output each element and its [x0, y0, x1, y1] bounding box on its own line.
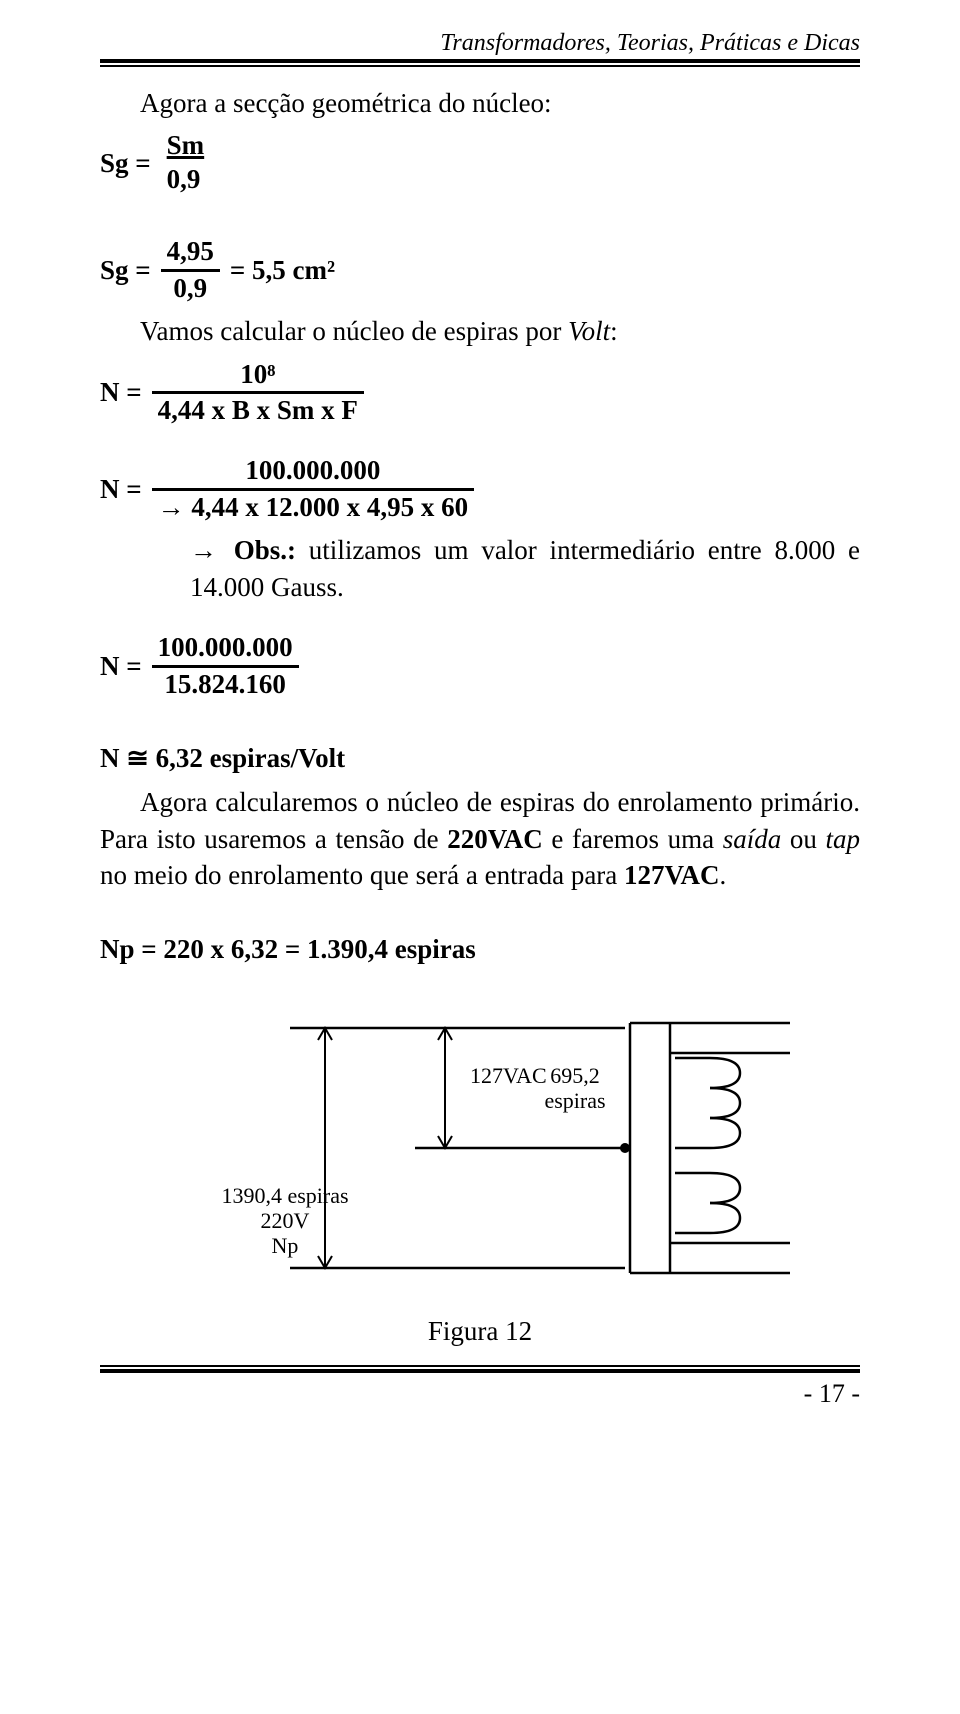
figure-12: 1390,4 espiras 220V Np 127VAC 695,2 espi…: [100, 998, 860, 1298]
eq-rhs: = 5,5 cm²: [230, 255, 335, 286]
header-rule: [100, 59, 860, 67]
fig-label-right-2: espiras: [544, 1088, 605, 1113]
page: Transformadores, Teorias, Práticas e Dic…: [0, 0, 960, 1714]
fraction: 10⁸ 4,44 x B x Sm x F: [152, 360, 364, 426]
eq-sg-value: Sg = 4,95 0,9 = 5,5 cm²: [100, 237, 860, 303]
page-number: - 17 -: [100, 1379, 860, 1409]
fraction: 100.000.000 15.824.160: [152, 633, 299, 699]
fig-label-left-2: 220V: [261, 1208, 310, 1233]
eq-lhs: Sg =: [100, 255, 151, 286]
figure-caption: Figura 12: [100, 1316, 860, 1347]
fraction: Sm 0,9: [161, 131, 211, 194]
eq-n2: N = 100.000.000 → 4,44 x 12.000 x 4,95 x…: [100, 456, 860, 522]
eq-n-result: N ≅ 6,32 espiras/Volt: [100, 740, 860, 776]
transformer-diagram: 1390,4 espiras 220V Np 127VAC 695,2 espi…: [170, 998, 790, 1298]
eq-lhs: N =: [100, 377, 142, 408]
frac-num: Sm: [161, 131, 211, 163]
fig-label-tap: 127VAC: [470, 1063, 547, 1088]
frac-num: 100.000.000: [152, 633, 299, 665]
footer-rule: [100, 1365, 860, 1373]
fig-label-left-3: Np: [272, 1233, 299, 1258]
running-header: Transformadores, Teorias, Práticas e Dic…: [100, 30, 860, 57]
frac-num: 4,95: [161, 237, 220, 269]
eq-n3: N = 100.000.000 15.824.160: [100, 633, 860, 699]
eq-lhs: N =: [100, 651, 142, 682]
line-vamos: Vamos calcular o núcleo de espiras por V…: [100, 313, 860, 349]
fig-label-right-1: 695,2: [550, 1063, 600, 1088]
frac-den: 4,44 x B x Sm x F: [152, 394, 364, 426]
frac-num: 10⁸: [234, 360, 281, 392]
frac-den: → 4,44 x 12.000 x 4,95 x 60: [152, 491, 475, 523]
fraction: 4,95 0,9: [161, 237, 220, 303]
frac-num: 100.000.000: [239, 456, 386, 488]
fig-label-left-1: 1390,4 espiras: [221, 1183, 348, 1208]
para-calc: Agora calcularemos o núcleo de espiras d…: [100, 784, 860, 893]
frac-den: 15.824.160: [158, 668, 292, 700]
eq-sg-definition: Sg = Sm 0,9: [100, 131, 860, 194]
intro-line: Agora a secção geométrica do núcleo:: [100, 85, 860, 121]
eq-np: Np = 220 x 6,32 = 1.390,4 espiras: [100, 931, 860, 967]
eq-lhs: Sg =: [100, 148, 151, 179]
obs-block: → Obs.: utilizamos um valor intermediári…: [190, 532, 860, 605]
fraction: 100.000.000 → 4,44 x 12.000 x 4,95 x 60: [152, 456, 475, 522]
frac-den: 0,9: [167, 272, 213, 304]
eq-lhs: N =: [100, 474, 142, 505]
eq-n1: N = 10⁸ 4,44 x B x Sm x F: [100, 360, 860, 426]
frac-den: 0,9: [161, 163, 207, 195]
